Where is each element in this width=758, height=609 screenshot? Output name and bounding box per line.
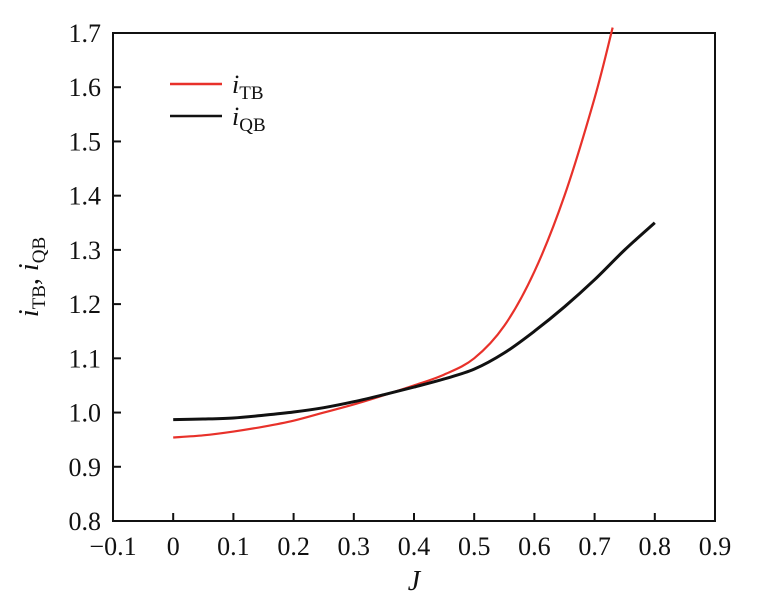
plot-border — [112, 32, 716, 522]
data-point-qb — [353, 401, 354, 402]
data-point-qb — [654, 222, 655, 223]
y-tick-label: 0.9 — [69, 453, 102, 482]
data-point-qb — [323, 407, 324, 408]
legend-label-itb-main: i — [232, 70, 239, 99]
data-point-qb — [203, 418, 204, 419]
y-tick-label: 1.3 — [69, 236, 102, 265]
data-point-tb — [173, 437, 174, 438]
data-point-tb — [504, 325, 505, 326]
x-tick-label: 0.8 — [639, 532, 672, 561]
data-point-tb — [534, 271, 535, 272]
data-point-tb — [444, 374, 445, 375]
data-point-tb — [612, 27, 613, 28]
data-point-qb — [504, 352, 505, 353]
x-tick-label: 0.7 — [578, 532, 611, 561]
data-point-qb — [173, 419, 174, 420]
y-axis-title-main-2: i — [14, 263, 45, 271]
y-axis-title-sub-1: TB — [29, 285, 50, 309]
x-tick-label: 0.9 — [699, 532, 732, 561]
y-tick-label: 1.1 — [69, 344, 102, 373]
data-point-tb — [474, 358, 475, 359]
x-tick-label: 0.2 — [277, 532, 310, 561]
x-axis-title: J — [408, 566, 422, 597]
y-axis-title-sub-2: QB — [29, 237, 50, 263]
y-tick-label: 1.0 — [69, 399, 102, 428]
y-tick-label: 1.6 — [69, 73, 102, 102]
data-point-qb — [624, 249, 625, 250]
x-tick-label: 0.6 — [518, 532, 551, 561]
data-point-tb — [594, 97, 595, 98]
y-tick-label: 1.2 — [69, 290, 102, 319]
y-axis-title-separator: , — [14, 271, 45, 285]
legend-label-iqb: iQB — [232, 102, 266, 136]
legend: iTB iQB — [170, 70, 266, 136]
data-point-qb — [534, 331, 535, 332]
legend-label-itb-sub: TB — [239, 83, 263, 104]
y-axis-ticks: 0.8 0.9 1.0 1.1 1.2 1.3 1.4 1.5 1.6 1.7 — [69, 19, 121, 536]
data-point-qb — [444, 378, 445, 379]
data-point-qb — [564, 306, 565, 307]
y-tick-label: 1.7 — [69, 19, 102, 48]
data-point-tb — [323, 412, 324, 413]
series-lines — [173, 27, 656, 439]
data-point-tb — [353, 404, 354, 405]
y-tick-label: 1.5 — [69, 127, 102, 156]
data-point-qb — [293, 411, 294, 412]
data-point-qb — [233, 417, 234, 418]
plot-area — [112, 32, 716, 522]
x-axis-ticks: −0.1 0 0.1 0.2 0.3 0.4 0.5 0.6 0.7 0.8 0.9 — [89, 513, 731, 561]
x-tick-label: 0.4 — [398, 532, 431, 561]
legend-label-iqb-sub: QB — [239, 115, 265, 136]
data-point-qb — [263, 415, 264, 416]
data-point-qb — [413, 386, 414, 387]
legend-label-itb: iTB — [232, 70, 264, 104]
y-axis-title-main-1: i — [14, 309, 45, 317]
data-point-qb — [594, 279, 595, 280]
x-tick-label: 0 — [167, 532, 180, 561]
x-tick-label: −0.1 — [89, 532, 136, 561]
data-point-tb — [233, 431, 234, 432]
data-point-qb — [474, 369, 475, 370]
x-tick-label: 0.1 — [217, 532, 250, 561]
y-tick-label: 0.8 — [69, 507, 102, 536]
x-tick-label: 0.5 — [458, 532, 491, 561]
data-point-tb — [263, 426, 264, 427]
legend-label-iqb-main: i — [232, 102, 239, 131]
y-tick-label: 1.4 — [69, 182, 102, 211]
series-line-qb — [173, 221, 656, 422]
x-tick-label: 0.3 — [338, 532, 371, 561]
data-point-qb — [383, 394, 384, 395]
y-axis-title: iTB, iQB — [14, 237, 50, 317]
data-point-tb — [293, 420, 294, 421]
data-point-tb — [203, 435, 204, 436]
data-point-tb — [564, 195, 565, 196]
